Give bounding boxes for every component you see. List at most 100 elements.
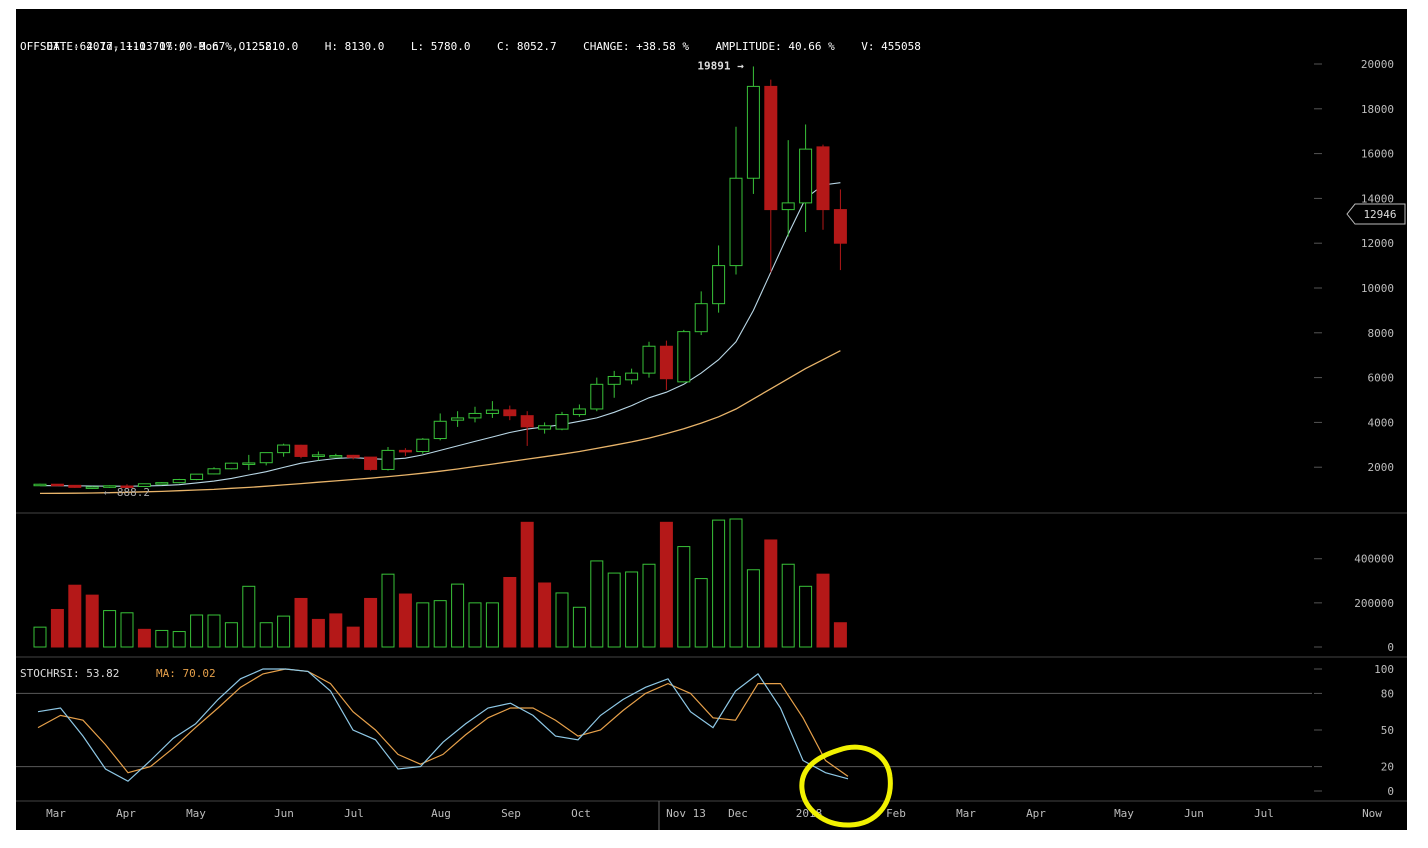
stoch-tick-label: 50 (1381, 724, 1394, 737)
volume-bar-down (85, 594, 99, 648)
price-tick-label: 20000 (1361, 58, 1394, 71)
volume-bar-down (764, 539, 778, 648)
volume-bar-up (712, 519, 726, 648)
candle-body-down (659, 345, 673, 380)
candle-body-up (781, 202, 795, 211)
info-volume-key: V: (861, 40, 875, 53)
volume-bar-up (259, 622, 273, 648)
info-date-value: 2017-11-13 07:00 Mon (86, 40, 219, 53)
candle-body-up (485, 409, 499, 414)
volume-bar-down (50, 608, 64, 648)
volume-bar-down (137, 628, 151, 648)
stochrsi-label: STOCHRSI: 53.82 (20, 667, 119, 680)
candle-body-up (85, 486, 99, 489)
candle-body-up (590, 383, 604, 410)
volume-bar-up (781, 563, 795, 648)
candle-body-down (816, 146, 830, 211)
volume-bar-up (677, 546, 691, 648)
candle-body-up (311, 454, 325, 457)
info-amplitude-key: AMPLITUDE: (715, 40, 782, 53)
candle-body-up (572, 408, 586, 416)
candle-body-up (33, 483, 47, 487)
volume-bar-up (468, 602, 482, 648)
candle-body-down (364, 456, 378, 470)
candle-body-up (416, 438, 430, 453)
candle-body-up (224, 462, 238, 470)
candle-body-down (120, 485, 134, 489)
price-tick-label: 6000 (1368, 372, 1395, 385)
volume-bar-up (433, 600, 447, 648)
x-axis-label: Apr (116, 807, 136, 820)
volume-tick-label: 200000 (1354, 597, 1394, 610)
candle-body-up (190, 473, 204, 481)
price-tick-label: 8000 (1368, 327, 1395, 340)
candle-body-up (242, 462, 256, 465)
volume-bar-up (485, 602, 499, 648)
x-axis-label: Feb (886, 807, 906, 820)
current-price-tag (1346, 203, 1406, 225)
price-tick-label: 2000 (1368, 461, 1395, 474)
stoch-tick-label: 100 (1374, 663, 1394, 676)
chart-svg[interactable]: 2000400060008000100001200014000160001800… (16, 9, 1407, 830)
volume-bar-down (503, 576, 517, 648)
high-marker-label: 19891 → (697, 59, 744, 72)
chart-root[interactable]: 2000 4000 6000 8000 10000 12000 14000 16000 1800… (16, 9, 1407, 830)
volume-bar-down (833, 622, 847, 648)
candle-body-up (677, 331, 691, 383)
ma-long-line (39, 350, 841, 495)
x-axis-label: Oct (571, 807, 591, 820)
info-date-key: DATE: (46, 40, 80, 53)
volume-bar-down (364, 597, 378, 648)
candle-body-up (799, 148, 813, 204)
volume-bar-up (416, 602, 430, 648)
candle-body-down (50, 483, 64, 487)
ma-short-line (39, 182, 841, 487)
candle-body-up (137, 483, 151, 487)
x-axis-label: Nov 13 (666, 807, 706, 820)
x-axis-label: Mar (956, 807, 976, 820)
low-marker-label: ← 888.2 (104, 486, 150, 499)
candle-body-up (746, 85, 760, 179)
volume-bar-up (381, 573, 395, 648)
volume-bar-down (311, 618, 325, 648)
stochrsi-line (37, 668, 849, 782)
candle-body-up (538, 425, 552, 430)
x-axis-label: Now (1362, 807, 1382, 820)
current-price-label: 12946 (1363, 208, 1396, 221)
volume-bar-up (642, 563, 656, 648)
x-axis-label: Dec (728, 807, 748, 820)
candle-body-up (381, 449, 395, 470)
volume-tick-label: 400000 (1354, 553, 1394, 566)
candle-body-down (833, 209, 847, 244)
candle-body-up (642, 345, 656, 374)
x-axis-label: Jun (1184, 807, 1204, 820)
info-close-key: C: (496, 40, 511, 53)
candle-body-up (694, 303, 708, 333)
stochrsi-ma-line (37, 668, 849, 777)
x-axis-label: Jun (274, 807, 294, 820)
volume-bar-down (329, 613, 343, 648)
volume-bar-down (294, 597, 308, 648)
x-axis-label: May (186, 807, 206, 820)
info-low-value: 5780.0 (430, 40, 471, 53)
info-line-2: OFFSET: -64.7d, +10.71% / -9.67%, 1252. (20, 40, 279, 53)
volume-bar-down (346, 626, 360, 648)
volume-bar-up (625, 571, 639, 648)
volume-bar-down (68, 584, 82, 648)
candle-body-up (155, 482, 169, 485)
info-open-key: O: (238, 40, 252, 53)
top-strip (0, 0, 1428, 9)
volume-bar-up (451, 583, 465, 648)
info-volume-value: 455058 (881, 40, 921, 53)
price-tick-label: 14000 (1361, 192, 1394, 205)
volume-bar-up (33, 626, 47, 648)
info-amplitude-value: 40.66 % (788, 40, 835, 53)
info-line-1: DATE: 2017-11-13 07:00 Mon O: 5810.0 H: … (20, 27, 921, 66)
x-axis-label: Jul (344, 807, 364, 820)
x-axis-label: Jul (1254, 807, 1274, 820)
price-tick-label: 10000 (1361, 282, 1394, 295)
candle-body-down (398, 449, 412, 453)
volume-bar-up (694, 578, 708, 648)
x-axis-label: Aug (431, 807, 451, 820)
candle-body-up (451, 417, 465, 421)
